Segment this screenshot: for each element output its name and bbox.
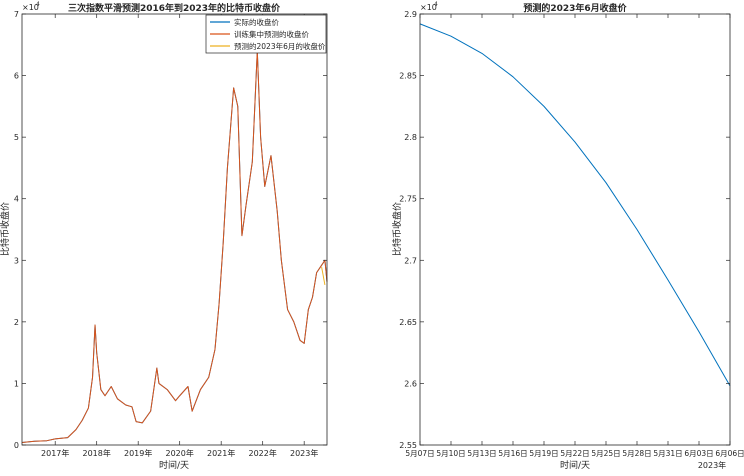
left-chart-x-label: 时间/天 [159, 459, 189, 471]
x-tick-label-1-10: 6月06日 [715, 449, 744, 458]
series-line-1-0 [419, 23, 731, 387]
x-tick-label-1-9: 6月03日 [684, 449, 713, 458]
x-tick-label-0-0: 2017年 [41, 448, 69, 458]
right-chart-y-exponent-base: ×10 [420, 3, 437, 12]
x-tick-label-1-4: 5月19日 [529, 449, 558, 458]
y-tick-label-0-1: 1 [14, 379, 19, 388]
x-tick-label-0-2: 2019年 [124, 448, 152, 458]
x-tick-label-0-6: 2023年 [290, 448, 318, 458]
y-tick-label-1-4: 2.75 [399, 195, 417, 204]
y-tick-label-1-3: 2.7 [404, 256, 417, 265]
x-tick-label-1-8: 5月31日 [653, 449, 682, 458]
series-line-0-2 [321, 266, 326, 286]
left-chart-y-exponent-base: ×10 [22, 3, 39, 12]
legend-entry-june-pred: 预测的2023年6月的收盘价 [234, 41, 326, 51]
x-tick-label-1-1: 5月10日 [436, 449, 465, 458]
left-chart-y-exponent: 4 [36, 1, 40, 8]
x-tick-label-1-3: 5月16日 [498, 449, 527, 458]
right-chart-x-ticks: 5月07日 5月10日 5月13日 5月16日 5月19日 5月22日 5月25日 5月28日… [405, 14, 744, 458]
x-tick-label-0-3: 2020年 [166, 448, 194, 458]
x-tick-label-1-6: 5月25日 [591, 449, 620, 458]
y-tick-label-1-2: 2.65 [399, 318, 417, 327]
left-chart: 三次指数平滑预测2016年到2023年的比特币收盘价 0 1 2 3 4 5 6 7 2017… [0, 1, 328, 471]
x-tick-label-0-1: 2018年 [83, 448, 111, 458]
y-tick-label-1-7: 2.9 [404, 10, 417, 19]
x-tick-label-1-7: 5月28日 [622, 449, 651, 458]
series-line-0-1 [21, 50, 328, 444]
x-tick-label-0-5: 2022年 [249, 448, 277, 458]
right-chart-y-exponent: 4 [434, 1, 438, 8]
x-tick-label-0-4: 2021年 [207, 448, 235, 458]
left-chart-y-label: 比特币收盘价 [0, 202, 11, 256]
y-tick-label-0-5: 5 [14, 133, 19, 142]
y-tick-label-0-7: 7 [14, 10, 19, 19]
legend-entry-actual: 实际的收盘价 [234, 17, 279, 27]
right-chart-series [419, 23, 731, 387]
left-chart-legend: 实际的收盘价 训练集中预测的收盘价 预测的2023年6月的收盘价 [205, 14, 327, 54]
right-chart-y-ticks: 2.55 2.6 2.65 2.7 2.75 2.8 2.85 2.9 [399, 10, 730, 450]
y-tick-label-1-1: 2.6 [404, 379, 417, 388]
left-chart-series [21, 50, 328, 444]
right-chart-title: 预测的2023年6月收盘价 [523, 2, 627, 14]
y-tick-label-0-0: 0 [14, 441, 19, 450]
right-chart-x-secondary-label: 2023年 [698, 460, 726, 470]
left-chart-axes-box [21, 13, 328, 446]
y-tick-label-0-2: 2 [14, 318, 19, 327]
y-tick-label-0-6: 6 [14, 72, 19, 81]
y-tick-label-1-5: 2.8 [404, 133, 417, 142]
legend-box [205, 14, 327, 54]
left-chart-y-ticks: 0 1 2 3 4 5 6 7 [14, 10, 327, 450]
x-tick-label-1-5: 5月22日 [560, 449, 589, 458]
right-chart: 预测的2023年6月收盘价 2.552.62.652.72.752.82.852… [391, 1, 744, 471]
x-tick-label-1-2: 5月13日 [467, 449, 496, 458]
x-tick-label-1-0: 5月07日 [405, 449, 434, 458]
y-tick-label-1-0: 2.55 [399, 441, 417, 450]
legend-entry-train-pred: 训练集中预测的收盘价 [234, 29, 309, 39]
right-chart-x-label: 时间/天 [560, 459, 590, 471]
y-tick-label-0-3: 3 [14, 256, 19, 265]
left-chart-title: 三次指数平滑预测2016年到2023年的比特币收盘价 [68, 2, 281, 14]
right-chart-y-label: 比特币收盘价 [391, 202, 403, 256]
y-tick-label-1-6: 2.85 [399, 72, 417, 81]
y-tick-label-0-4: 4 [14, 195, 19, 204]
